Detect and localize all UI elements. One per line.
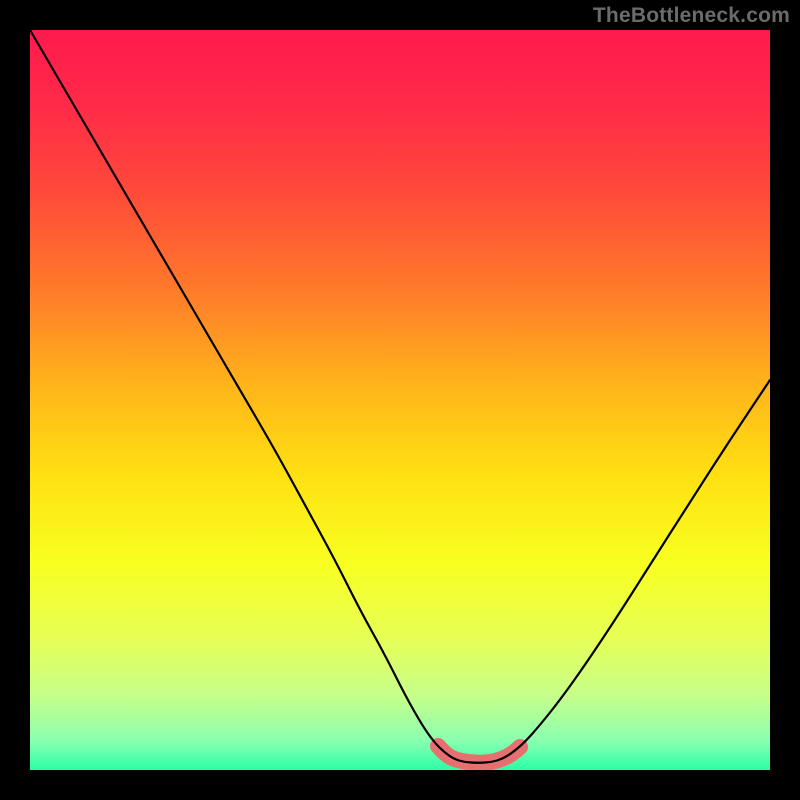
chart-frame: TheBottleneck.com [0,0,800,800]
plot-area [30,30,770,770]
main-curve [30,30,770,763]
curve-layer [30,30,770,770]
watermark-text: TheBottleneck.com [593,4,790,28]
